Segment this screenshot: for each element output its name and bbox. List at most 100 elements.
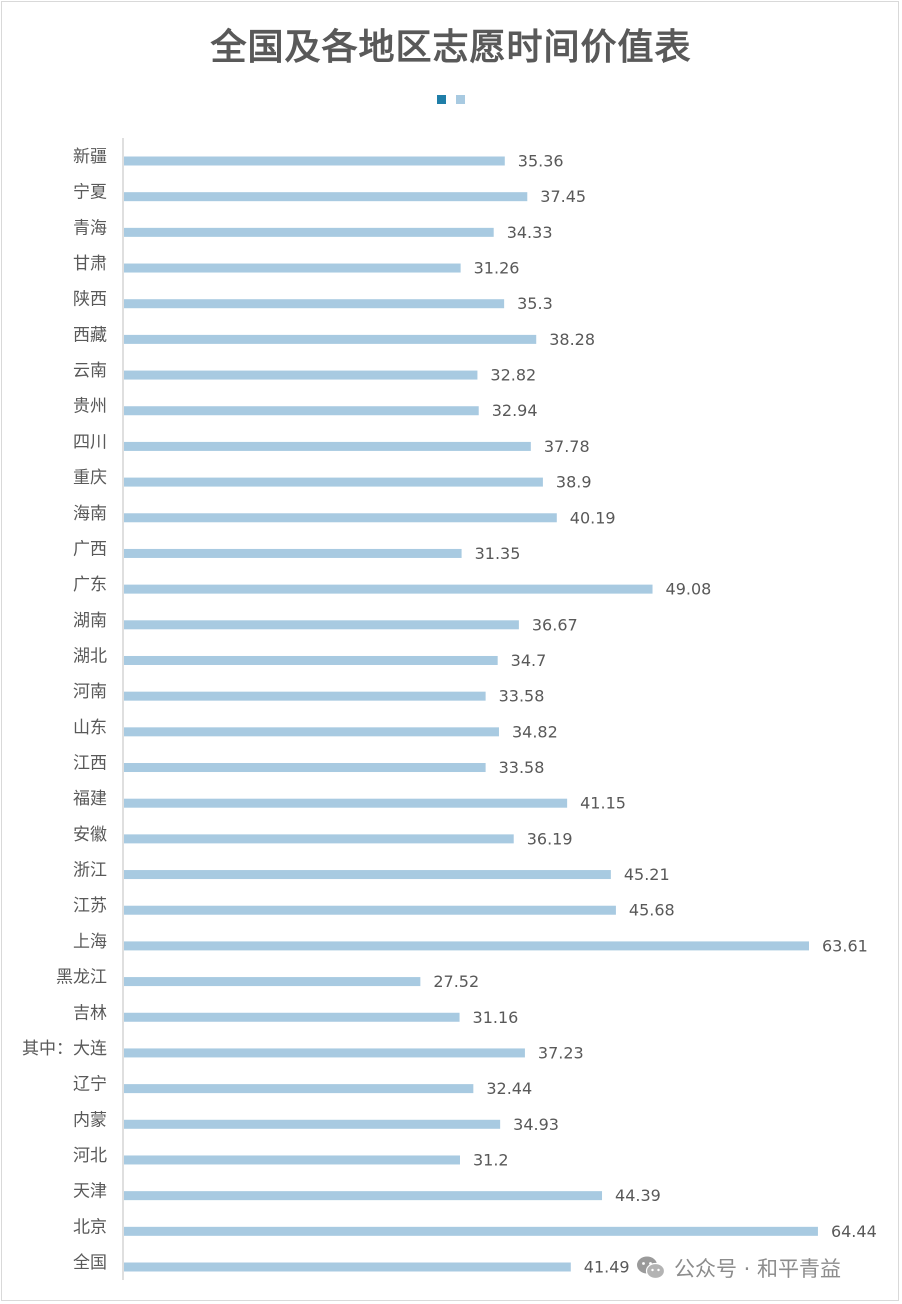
value-label: 27.52 xyxy=(433,972,479,991)
bar xyxy=(124,227,494,237)
category-label: 西藏 xyxy=(73,325,107,345)
bar xyxy=(124,1119,501,1129)
value-label: 37.45 xyxy=(540,187,586,206)
value-label: 45.21 xyxy=(624,865,670,884)
category-label: 内蒙 xyxy=(73,1110,107,1130)
category-label: 江西 xyxy=(73,754,107,774)
bar xyxy=(124,1155,460,1165)
value-label: 35.3 xyxy=(517,294,553,313)
value-label: 49.08 xyxy=(666,580,712,599)
category-label: 湖北 xyxy=(73,646,107,666)
legend-swatch-1 xyxy=(437,94,446,104)
category-label: 海南 xyxy=(73,504,107,524)
category-label: 青海 xyxy=(73,218,107,238)
value-label: 41.49 xyxy=(584,1258,630,1277)
value-label: 44.39 xyxy=(615,1186,661,1205)
category-label: 全国 xyxy=(73,1253,107,1273)
category-label: 辽宁 xyxy=(73,1075,107,1095)
value-label: 32.44 xyxy=(486,1079,532,1098)
value-label: 34.93 xyxy=(513,1115,559,1134)
bar xyxy=(124,870,611,880)
bar xyxy=(124,156,505,166)
wechat-icon xyxy=(637,1256,666,1280)
value-label: 34.82 xyxy=(512,722,558,741)
bar xyxy=(124,584,653,594)
category-label: 山东 xyxy=(73,718,107,738)
value-label: 38.28 xyxy=(549,330,595,349)
category-label: 河北 xyxy=(73,1146,107,1166)
category-label: 河南 xyxy=(73,682,107,702)
category-label: 江苏 xyxy=(73,896,107,916)
value-label: 34.7 xyxy=(511,651,547,670)
bar xyxy=(124,370,478,380)
value-label: 31.2 xyxy=(473,1150,509,1169)
value-label: 35.36 xyxy=(518,152,564,171)
legend-swatch-2 xyxy=(456,94,465,104)
bar xyxy=(124,263,461,273)
category-label: 宁夏 xyxy=(73,183,107,203)
value-label: 38.9 xyxy=(556,473,592,492)
value-label: 45.68 xyxy=(629,901,675,920)
category-label: 广西 xyxy=(73,539,107,559)
category-label: 新疆 xyxy=(73,147,107,167)
bar xyxy=(124,798,568,808)
value-label: 33.58 xyxy=(499,758,545,777)
category-label: 天津 xyxy=(73,1182,107,1202)
category-label: 上海 xyxy=(73,932,107,952)
watermark-text: 公众号 · 和平青益 xyxy=(674,1257,842,1281)
value-label: 32.82 xyxy=(490,366,536,385)
bar xyxy=(124,977,421,987)
category-label: 湖南 xyxy=(73,611,107,631)
category-label: 贵州 xyxy=(73,397,107,417)
category-label: 重庆 xyxy=(73,468,107,488)
bar xyxy=(124,441,531,451)
category-label: 甘肃 xyxy=(73,254,107,274)
bar xyxy=(124,1084,474,1094)
value-label: 41.15 xyxy=(580,794,626,813)
bar xyxy=(124,1191,603,1201)
bar xyxy=(124,513,557,523)
value-label: 31.35 xyxy=(475,544,521,563)
category-label: 吉林 xyxy=(73,1003,107,1023)
value-label: 64.44 xyxy=(831,1222,877,1241)
category-label: 安徽 xyxy=(73,825,107,845)
category-label: 四川 xyxy=(73,432,107,452)
value-label: 36.19 xyxy=(527,829,573,848)
chart-title: 全国及各地区志愿时间价值表 xyxy=(210,27,692,68)
bar xyxy=(124,941,809,951)
bar xyxy=(124,477,543,487)
value-label: 34.33 xyxy=(507,223,553,242)
value-label: 40.19 xyxy=(570,508,616,527)
value-label: 36.67 xyxy=(532,615,578,634)
value-label: 31.16 xyxy=(473,1008,519,1027)
bar xyxy=(124,1226,818,1236)
bar xyxy=(124,727,499,737)
value-label: 31.26 xyxy=(474,259,520,278)
bar xyxy=(124,406,479,416)
chart-legend xyxy=(437,94,465,104)
value-label: 37.78 xyxy=(544,437,590,456)
bar xyxy=(124,548,462,558)
category-label: 广东 xyxy=(73,575,107,595)
category-label: 北京 xyxy=(73,1217,107,1237)
value-label: 37.23 xyxy=(538,1043,584,1062)
value-label: 32.94 xyxy=(492,401,538,420)
bar xyxy=(124,834,514,844)
bar xyxy=(124,192,528,202)
bar xyxy=(124,334,537,344)
category-label: 其中：大连 xyxy=(22,1039,107,1059)
bar xyxy=(124,655,498,665)
bar xyxy=(124,1048,525,1058)
category-label: 福建 xyxy=(73,789,107,809)
watermark: 公众号 · 和平青益 xyxy=(636,1253,841,1283)
bar xyxy=(124,763,486,773)
bar xyxy=(124,1012,460,1022)
category-label: 陕西 xyxy=(73,290,107,310)
category-label: 云南 xyxy=(73,361,107,381)
bar xyxy=(124,620,519,630)
bar xyxy=(124,1262,571,1272)
value-label: 33.58 xyxy=(499,687,545,706)
value-label: 63.61 xyxy=(822,936,868,955)
